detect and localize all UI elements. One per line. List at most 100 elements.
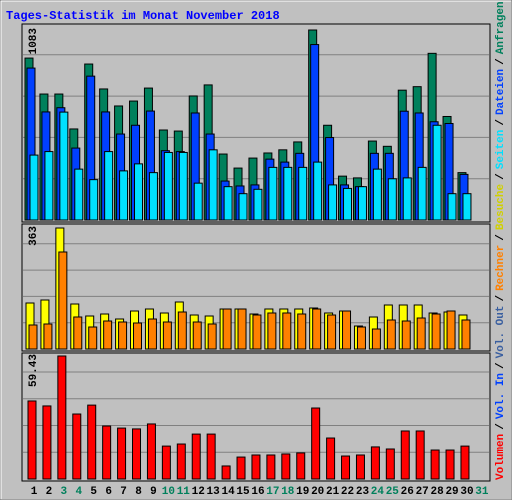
bar: [208, 149, 218, 221]
bar: [72, 413, 82, 480]
legend-entry: Besuche: [495, 183, 507, 230]
x-tick-label: 5: [90, 486, 97, 498]
bar: [356, 326, 366, 350]
bar: [104, 151, 114, 221]
bar: [221, 465, 231, 480]
legend-entry: Volumen: [495, 434, 507, 480]
bar: [385, 448, 395, 480]
bar: [119, 170, 129, 221]
bar: [387, 178, 397, 221]
bar: [283, 166, 293, 221]
bar: [371, 328, 381, 350]
x-tick-label: 24: [371, 486, 385, 498]
bar: [102, 425, 112, 480]
bar: [29, 154, 39, 221]
bar: [416, 317, 426, 350]
legend-entry: Vol. In: [495, 373, 507, 419]
bar: [222, 308, 232, 350]
bar: [207, 323, 217, 350]
legend-separator: /: [495, 58, 507, 65]
x-tick-label: 20: [311, 486, 324, 498]
bar: [177, 311, 187, 350]
x-tick-label: 6: [105, 486, 112, 498]
bar: [415, 430, 425, 480]
legend-separator: /: [495, 362, 507, 369]
bar: [118, 321, 128, 350]
bar: [191, 433, 201, 480]
bar: [176, 443, 186, 480]
bar: [281, 453, 291, 480]
bar: [313, 161, 323, 221]
bar: [193, 182, 203, 221]
x-tick-label: 14: [221, 486, 235, 498]
x-tick-label: 26: [401, 486, 414, 498]
x-tick-label: 11: [177, 486, 191, 498]
x-tick-label: 10: [162, 486, 175, 498]
x-tick-label: 15: [236, 486, 250, 498]
legend-separator: /: [495, 423, 507, 430]
bar: [430, 449, 440, 480]
x-tick-label: 21: [326, 486, 340, 498]
bar: [355, 454, 365, 480]
bar: [400, 430, 410, 480]
x-tick-label: 23: [356, 486, 370, 498]
x-tick-label: 17: [266, 486, 279, 498]
x-tick-label: 4: [75, 486, 82, 498]
x-tick-label: 13: [207, 486, 221, 498]
legend: Volumen / Vol. In / Vol. Out / Rechner / Besuche…: [495, 1, 507, 480]
bar: [446, 310, 456, 350]
x-tick-label: 30: [460, 486, 473, 498]
y-max-label: 1083: [28, 28, 40, 55]
legend-entry: Dateien: [495, 69, 507, 115]
x-tick-label: 27: [416, 486, 429, 498]
bar: [432, 124, 442, 221]
bar: [251, 454, 261, 480]
x-tick-label: 3: [61, 486, 68, 498]
bar: [133, 322, 143, 350]
bar: [326, 437, 336, 480]
bar: [117, 427, 127, 480]
bar: [312, 308, 322, 350]
bar: [223, 186, 233, 221]
bar: [146, 423, 156, 480]
bar: [132, 428, 142, 480]
bar: [161, 445, 171, 480]
bar: [268, 166, 278, 221]
bar: [370, 446, 380, 480]
bar: [162, 321, 172, 350]
x-tick-label: 28: [431, 486, 445, 498]
bar: [461, 319, 471, 350]
bar: [282, 312, 292, 350]
bar: [447, 193, 457, 221]
bar: [311, 407, 321, 480]
bar: [147, 318, 157, 350]
bar: [44, 151, 54, 221]
bar: [238, 193, 248, 221]
bar: [59, 111, 69, 221]
y-max-label: 59.43: [28, 354, 40, 387]
legend-separator: /: [495, 119, 507, 126]
legend-entry: Seiten: [495, 130, 507, 170]
legend-entry: Rechner: [495, 245, 507, 291]
bar: [103, 320, 113, 350]
bar: [431, 313, 441, 350]
chart-title: Tages-Statistik im Monat November 2018: [6, 9, 280, 23]
x-tick-label: 25: [386, 486, 400, 498]
x-tick-label: 19: [296, 486, 309, 498]
bar: [74, 168, 84, 221]
bar: [342, 310, 352, 350]
bar: [73, 316, 83, 350]
bar: [445, 449, 455, 480]
bar: [253, 188, 263, 221]
y-max-label: 363: [28, 226, 40, 246]
bar: [328, 184, 338, 221]
legend-separator: /: [495, 295, 507, 302]
bar: [57, 355, 67, 480]
bar: [266, 454, 276, 480]
x-tick-label: 18: [281, 486, 295, 498]
bar: [460, 445, 470, 480]
bar: [134, 163, 144, 221]
bar: [343, 187, 353, 221]
bar: [178, 151, 188, 221]
